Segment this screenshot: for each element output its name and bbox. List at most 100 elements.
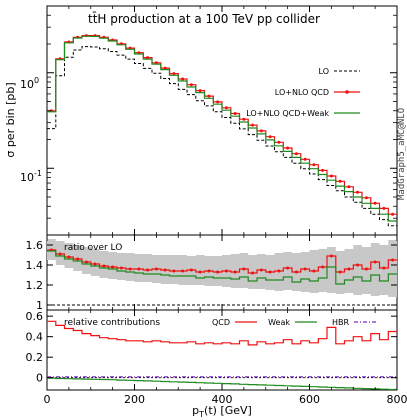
watermark: MadGraph5_aMC@NLO: [397, 108, 407, 200]
contrib-y-tick-label: 0.2: [26, 351, 44, 364]
main-marker-lo-nlo-qcd: [277, 140, 281, 144]
ratio-marker-lo-nlo-qcd: [111, 265, 115, 269]
legend-label-hbr: HBR: [332, 318, 350, 327]
ratio-marker-lo-nlo-qcd: [233, 270, 237, 274]
main-marker-lo-nlo-qcd: [347, 185, 351, 189]
legend-label-lo-nlo-qcd-weak: LO+NLO QCD+Weak: [246, 109, 329, 118]
ratio-marker-lo-nlo-qcd: [93, 262, 97, 266]
ratio-marker-lo-nlo-qcd: [172, 269, 176, 273]
x-axis-label: pT(t) [GeV]: [192, 404, 252, 419]
ratio-marker-lo-nlo-qcd: [312, 269, 316, 273]
main-marker-lo-nlo-qcd: [207, 94, 211, 98]
ratio-marker-lo-nlo-qcd: [303, 267, 307, 271]
y-tick-label-1e0: 100: [20, 76, 39, 91]
ratio-y-tick-label: 1.4: [26, 259, 44, 272]
ratio-title: ratio over LO: [64, 243, 122, 253]
ratio-marker-lo-nlo-qcd: [181, 269, 185, 273]
ratio-marker-lo-nlo-qcd: [137, 267, 141, 271]
ratio-marker-lo-nlo-qcd: [102, 264, 106, 268]
ratio-marker-lo-nlo-qcd: [119, 266, 123, 270]
ratio-marker-lo-nlo-qcd: [198, 270, 202, 274]
ratio-marker-lo-nlo-qcd: [154, 267, 158, 271]
y-tick-label-1e-1: 10-1: [20, 169, 42, 184]
contrib-series-qcd: [47, 320, 397, 346]
ratio-marker-lo-nlo-qcd: [128, 267, 132, 271]
main-marker-lo-nlo-qcd: [189, 83, 193, 87]
main-marker-lo-nlo-qcd: [338, 179, 342, 183]
contrib-title: relative contributions: [64, 318, 160, 328]
x-tick-label: 200: [124, 393, 145, 406]
ratio-marker-lo-nlo-qcd: [216, 270, 220, 274]
ratio-marker-lo-nlo-qcd: [242, 267, 246, 271]
main-marker-lo-nlo-qcd: [268, 135, 272, 139]
ratio-marker-lo-nlo-qcd: [321, 265, 325, 269]
main-marker-lo-nlo-qcd: [172, 72, 176, 76]
main-series-lo: [47, 46, 397, 227]
ratio-marker-lo-nlo-qcd: [277, 269, 281, 273]
ratio-marker-lo-nlo-qcd: [76, 257, 80, 261]
ratio-marker-lo-nlo-qcd: [58, 252, 62, 256]
legend-label-weak: Weak: [268, 318, 290, 327]
contrib-legend: QCD Weak HBR: [212, 318, 377, 327]
ratio-y-tick-label: 1: [36, 299, 43, 312]
contrib-y-tick-label: 0: [36, 372, 43, 385]
main-marker-lo-nlo-qcd: [242, 117, 246, 121]
main-title: tt̄H production at a 100 TeV pp collider: [88, 12, 320, 26]
legend-label-lo: LO: [319, 67, 329, 76]
main-marker-lo-nlo-qcd: [286, 146, 290, 150]
main-marker-lo-nlo-qcd: [329, 174, 333, 178]
ratio-marker-lo-nlo-qcd: [373, 260, 377, 264]
main-marker-lo-nlo-qcd: [294, 152, 298, 156]
main-marker-lo-nlo-qcd: [251, 123, 255, 127]
legend-marker-lo-nlo-qcd: [345, 90, 349, 94]
main-panel-frame: [46, 5, 398, 236]
ratio-marker-lo-nlo-qcd: [382, 266, 386, 270]
contrib-y-tick-label: 0.6: [26, 310, 44, 323]
ratio-marker-lo-nlo-qcd: [163, 268, 167, 272]
main-marker-lo-nlo-qcd: [224, 106, 228, 110]
ratio-marker-lo-nlo-qcd: [67, 255, 71, 259]
ratio-marker-lo-nlo-qcd: [347, 267, 351, 271]
main-marker-lo-nlo-qcd: [163, 66, 167, 70]
ratio-marker-lo-nlo-qcd: [207, 269, 211, 273]
ratio-marker-lo-nlo-qcd: [268, 270, 272, 274]
contrib-panel-marks: [47, 320, 397, 390]
main-marker-lo-nlo-qcd: [356, 190, 360, 194]
x-tick-label: 800: [387, 393, 407, 406]
main-marker-lo-nlo-qcd: [233, 112, 237, 115]
contrib-series-weak: [47, 377, 397, 390]
main-marker-lo-nlo-qcd: [181, 77, 185, 81]
ratio-marker-lo-nlo-qcd: [356, 263, 360, 267]
x-tick-label: 600: [299, 393, 320, 406]
ratio-y-tick-label: 1.6: [26, 239, 44, 252]
main-ylabel: σ per bin [pb]: [4, 82, 17, 157]
ratio-marker-lo-nlo-qcd: [259, 268, 263, 272]
ratio-marker-lo-nlo-qcd: [84, 260, 88, 264]
main-marker-lo-nlo-qcd: [364, 196, 368, 200]
main-marker-lo-nlo-qcd: [312, 163, 316, 167]
ratio-marker-lo-nlo-qcd: [391, 258, 395, 262]
ratio-y-tick-label: 1.2: [26, 279, 44, 292]
main-panel-marks: [47, 34, 397, 227]
legend-label-qcd: QCD: [212, 318, 230, 327]
legend-label-lo-nlo-qcd: LO+NLO QCD: [275, 88, 329, 97]
ratio-marker-lo-nlo-qcd: [294, 270, 298, 274]
ratio-marker-lo-nlo-qcd: [329, 254, 333, 258]
main-marker-lo-nlo-qcd: [373, 201, 377, 205]
ratio-marker-lo-nlo-qcd: [364, 267, 368, 271]
main-marker-lo-nlo-qcd: [321, 168, 325, 172]
main-series-lo-nlo-qcd-weak: [47, 35, 397, 222]
ratio-marker-lo-nlo-qcd: [286, 266, 290, 270]
main-marker-lo-nlo-qcd: [146, 56, 150, 60]
x-tick-label: 0: [44, 393, 51, 406]
x-tick-label: 400: [212, 393, 233, 406]
ratio-uncertainty-band: [47, 239, 397, 297]
ratio-marker-lo-nlo-qcd: [338, 270, 342, 274]
main-marker-lo-nlo-qcd: [303, 157, 307, 161]
main-marker-lo-nlo-qcd: [154, 61, 158, 65]
main-marker-lo-nlo-qcd: [216, 100, 220, 104]
main-marker-lo-nlo-qcd: [382, 206, 386, 210]
contrib-y-tick-label: 0.4: [26, 331, 44, 344]
main-marker-lo-nlo-qcd: [259, 129, 263, 133]
